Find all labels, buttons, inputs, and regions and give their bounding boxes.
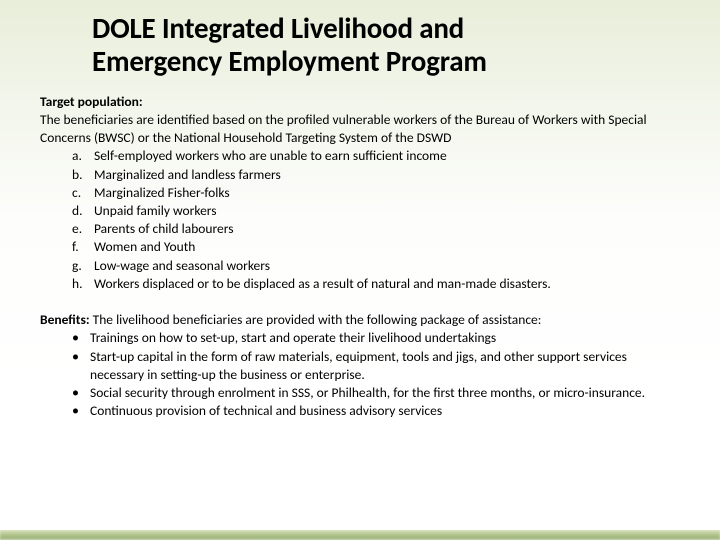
list-text: Continuous provision of technical and bu…: [90, 402, 442, 419]
target-label: Target population:: [40, 93, 143, 110]
list-marker: h.: [72, 275, 83, 293]
list-marker: g.: [72, 257, 82, 275]
list-item: h. Workers displaced or to be displaced …: [72, 275, 680, 293]
list-text: Women and Youth: [94, 238, 195, 255]
page-title: DOLE Integrated Livelihood and Emergency…: [92, 12, 680, 79]
list-item: Continuous provision of technical and bu…: [72, 402, 680, 420]
slide-container: DOLE Integrated Livelihood and Emergency…: [0, 0, 720, 540]
list-item: e. Parents of child labourers: [72, 220, 680, 238]
list-marker: d.: [72, 202, 83, 220]
list-text: Marginalized Fisher-folks: [94, 184, 230, 201]
list-item: f. Women and Youth: [72, 238, 680, 256]
list-text: Unpaid family workers: [94, 202, 217, 219]
list-item: a. Self-employed workers who are unable t…: [72, 147, 680, 165]
list-text: Social security through enrolment in SSS…: [90, 384, 645, 401]
title-line-2: Emergency Employment Program: [92, 43, 487, 79]
bottom-accent-bar: [0, 530, 720, 540]
list-text: Low-wage and seasonal workers: [94, 257, 270, 274]
list-text: Marginalized and landless farmers: [94, 166, 281, 183]
benefits-section: Benefits: The livelihood beneficiaries a…: [40, 311, 680, 420]
list-marker: b.: [72, 166, 83, 184]
list-text: Workers displaced or to be displaced as …: [94, 275, 551, 292]
benefits-intro-block: Benefits: The livelihood beneficiaries a…: [40, 311, 680, 329]
list-marker: e.: [72, 220, 82, 238]
list-item: Start-up capital in the form of raw mate…: [72, 348, 680, 384]
target-section: Target population: The beneficiaries are…: [40, 93, 680, 293]
list-item: g. Low-wage and seasonal workers: [72, 257, 680, 275]
list-marker: c.: [72, 184, 81, 202]
list-text: Parents of child labourers: [94, 220, 234, 237]
benefits-intro: The livelihood beneficiaries are provide…: [90, 311, 542, 328]
list-item: c. Marginalized Fisher-folks: [72, 184, 680, 202]
target-intro-block: Target population: The beneficiaries are…: [40, 93, 680, 148]
list-text: Trainings on how to set-up, start and op…: [90, 329, 496, 346]
list-marker: f.: [72, 238, 79, 256]
target-list: a. Self-employed workers who are unable t…: [40, 147, 680, 293]
list-marker: a.: [72, 147, 82, 165]
list-item: Social security through enrolment in SSS…: [72, 384, 680, 402]
list-item: d. Unpaid family workers: [72, 202, 680, 220]
list-text: Self-employed workers who are unable to …: [94, 147, 447, 164]
target-intro: The beneficiaries are identified based o…: [40, 111, 647, 146]
benefits-list: Trainings on how to set-up, start and op…: [40, 329, 680, 420]
benefits-label: Benefits:: [40, 311, 90, 328]
list-item: Trainings on how to set-up, start and op…: [72, 329, 680, 347]
title-line-1: DOLE Integrated Livelihood and: [92, 10, 464, 46]
list-item: b. Marginalized and landless farmers: [72, 166, 680, 184]
list-text: Start-up capital in the form of raw mate…: [90, 348, 627, 383]
